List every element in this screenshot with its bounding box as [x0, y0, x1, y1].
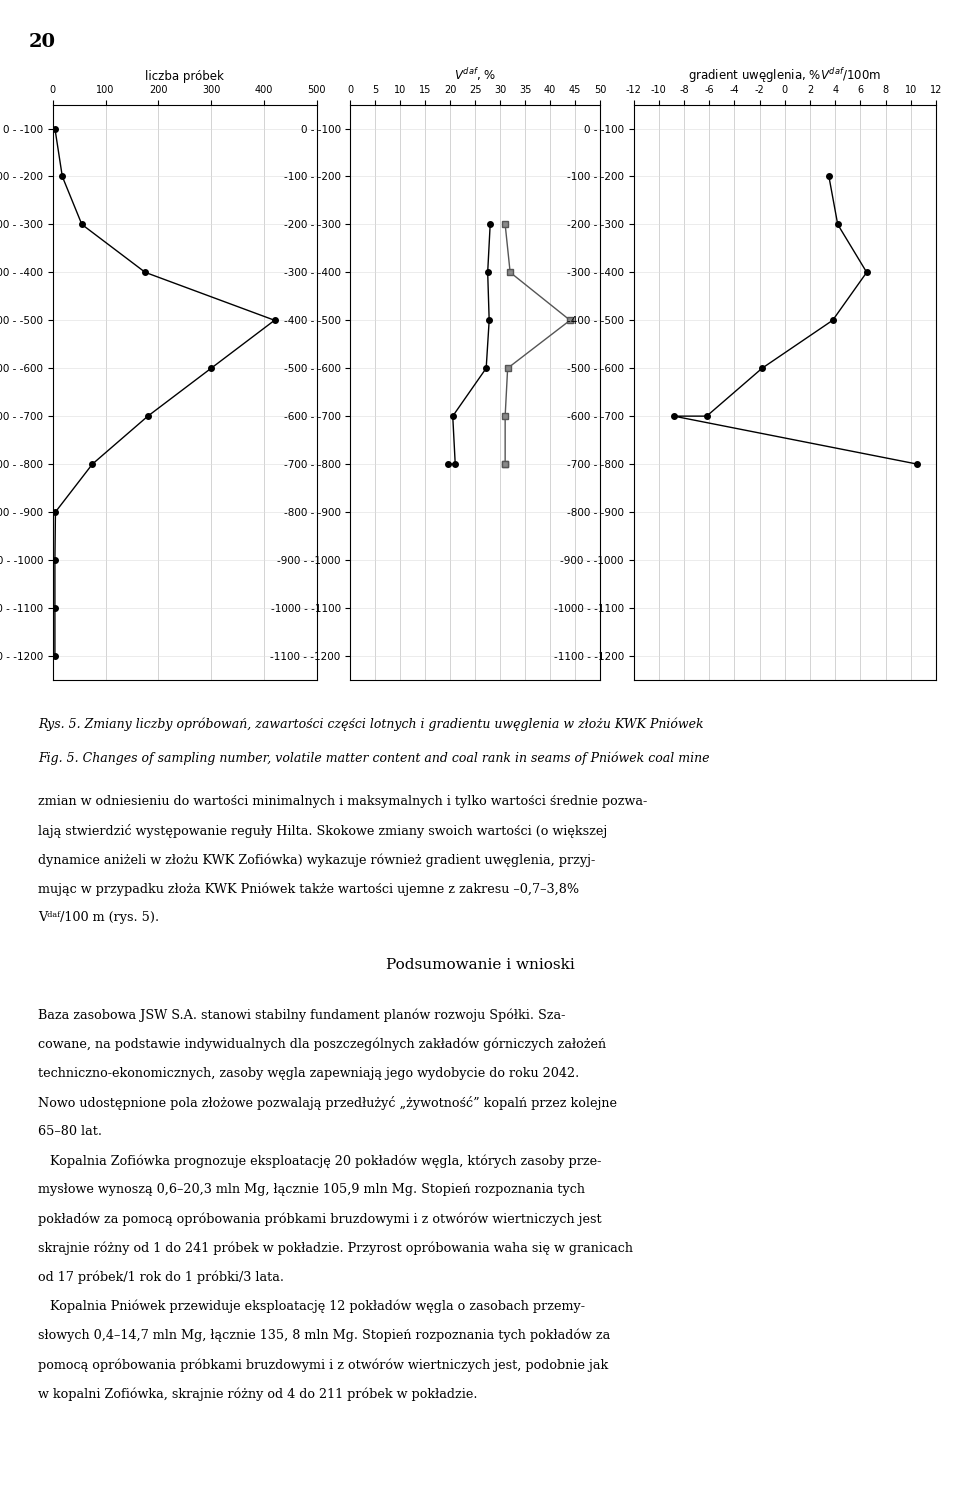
Text: Podsumowanie i wnioski: Podsumowanie i wnioski	[386, 959, 574, 973]
Text: od 17 próbek/1 rok do 1 próbki/3 lata.: od 17 próbek/1 rok do 1 próbki/3 lata.	[38, 1270, 284, 1285]
Text: pokładów za pomocą opróbowania próbkami bruzdowymi i z otwórów wiertniczych jest: pokładów za pomocą opróbowania próbkami …	[38, 1213, 602, 1227]
Text: słowych 0,4–14,7 mln Mg, łącznie 135, 8 mln Mg. Stopień rozpoznania tych pokładó: słowych 0,4–14,7 mln Mg, łącznie 135, 8 …	[38, 1330, 611, 1343]
Text: skrajnie różny od 1 do 241 próbek w pokładzie. Przyrost opróbowania waha się w g: skrajnie różny od 1 do 241 próbek w pokł…	[38, 1242, 634, 1255]
Text: techniczno-ekonomicznych, zasoby węgla zapewniają jego wydobycie do roku 2042.: techniczno-ekonomicznych, zasoby węgla z…	[38, 1067, 580, 1080]
Text: mując w przypadku złoża KWK Pniówek także wartości ujemne z zakresu –0,7–3,8%: mując w przypadku złoża KWK Pniówek takż…	[38, 881, 580, 896]
Text: Vᵈᵃᶠ/100 m (rys. 5).: Vᵈᵃᶠ/100 m (rys. 5).	[38, 911, 159, 925]
Text: mysłowe wynoszą 0,6–20,3 mln Mg, łącznie 105,9 mln Mg. Stopień rozpoznania tych: mysłowe wynoszą 0,6–20,3 mln Mg, łącznie…	[38, 1183, 586, 1197]
Text: Kopalnia Pniówek przewiduje eksploatację 12 pokładów węgla o zasobach przemy-: Kopalnia Pniówek przewiduje eksploatację…	[38, 1300, 586, 1313]
Title: gradient uwęglenia, %$V^{daf}$/100m: gradient uwęglenia, %$V^{daf}$/100m	[688, 66, 881, 85]
Text: 65–80 lat.: 65–80 lat.	[38, 1125, 103, 1138]
Text: Rys. 5. Zmiany liczby opróbowań, zawartości części lotnych i gradientu uwęglenia: Rys. 5. Zmiany liczby opróbowań, zawarto…	[38, 717, 704, 731]
Title: liczba próbek: liczba próbek	[145, 70, 225, 82]
Text: Nowo udostępnione pola złożowe pozwalają przedłużyć „żywotność” kopalń przez kol: Nowo udostępnione pola złożowe pozwalają…	[38, 1097, 617, 1110]
Text: w kopalni Zofiówka, skrajnie różny od 4 do 211 próbek w pokładzie.: w kopalni Zofiówka, skrajnie różny od 4 …	[38, 1386, 478, 1401]
Text: Baza zasobowa JSW S.A. stanowi stabilny fundament planów rozwoju Spółki. Sza-: Baza zasobowa JSW S.A. stanowi stabilny …	[38, 1008, 565, 1022]
Text: zmian w odniesieniu do wartości minimalnych i maksymalnych i tylko wartości śred: zmian w odniesieniu do wartości minimaln…	[38, 795, 648, 808]
Text: Fig. 5. Changes of sampling number, volatile matter content and coal rank in sea: Fig. 5. Changes of sampling number, vola…	[38, 751, 709, 765]
Text: pomocą opróbowania próbkami bruzdowymi i z otwórów wiertniczych jest, podobnie j: pomocą opróbowania próbkami bruzdowymi i…	[38, 1358, 609, 1371]
Text: 20: 20	[29, 33, 56, 51]
Text: cowane, na podstawie indywidualnych dla poszczególnych zakładów górniczych założ: cowane, na podstawie indywidualnych dla …	[38, 1038, 607, 1052]
Text: dynamice aniżeli w złożu KWK Zofiówka) wykazuje również gradient uwęglenia, przy: dynamice aniżeli w złożu KWK Zofiówka) w…	[38, 853, 595, 867]
Text: lają stwierdzić występowanie reguły Hilta. Skokowe zmiany swoich wartości (o wię: lają stwierdzić występowanie reguły Hilt…	[38, 825, 608, 838]
Text: Kopalnia Zofiówka prognozuje eksploatację 20 pokładów węgla, których zasoby prze: Kopalnia Zofiówka prognozuje eksploatacj…	[38, 1155, 602, 1168]
Title: $V^{daf}$, %: $V^{daf}$, %	[454, 66, 496, 82]
